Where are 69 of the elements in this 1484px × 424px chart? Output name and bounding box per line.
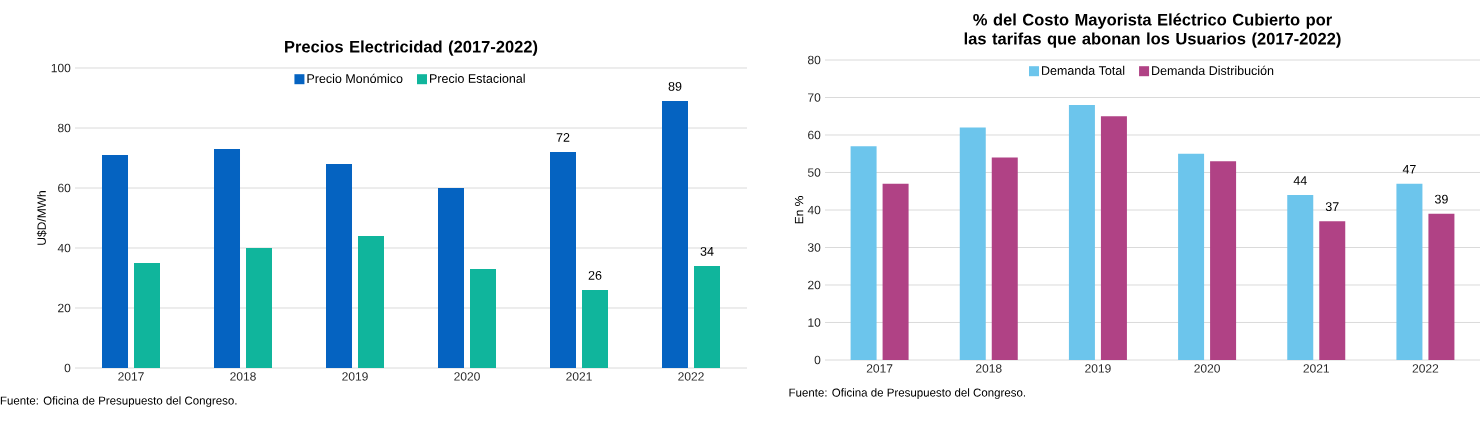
x-tick-label: 2018 bbox=[976, 364, 1002, 373]
x-tick-label: 2020 bbox=[1194, 364, 1220, 373]
data-label: 26 bbox=[588, 270, 602, 280]
y-tick-label: 60 bbox=[58, 183, 71, 193]
y-tick-label: 40 bbox=[57, 243, 71, 253]
y-tick-label: 60 bbox=[808, 130, 821, 140]
bar bbox=[102, 155, 129, 368]
bar bbox=[662, 101, 688, 368]
legend-label: Demanda Total bbox=[1042, 65, 1125, 75]
bar bbox=[214, 149, 240, 368]
bar bbox=[959, 127, 986, 360]
y-tick-label: 70 bbox=[808, 93, 821, 102]
y-tick-label: 80 bbox=[57, 123, 71, 133]
chart-title: Precios Electricidad (2017-2022) bbox=[285, 40, 538, 56]
legend-label: Precio Estacional bbox=[430, 73, 525, 83]
x-tick-label: 2021 bbox=[566, 372, 592, 381]
data-label: 39 bbox=[1434, 194, 1448, 204]
y-tick-label: 20 bbox=[808, 280, 821, 290]
bar bbox=[470, 269, 497, 368]
bar bbox=[134, 263, 160, 368]
y-tick-label: 50 bbox=[807, 168, 821, 177]
y-tick-label: 0 bbox=[814, 355, 821, 365]
bar bbox=[438, 188, 464, 368]
bar bbox=[1210, 161, 1237, 360]
source-note: Fuente: Oficina de Presupuesto del Congreso. bbox=[0, 396, 237, 407]
data-label: 37 bbox=[1325, 202, 1339, 212]
x-tick-label: 2018 bbox=[230, 372, 256, 381]
y-tick-label: 30 bbox=[807, 243, 821, 252]
bar bbox=[1319, 221, 1346, 360]
bar bbox=[550, 152, 576, 368]
source-note: Fuente: Oficina de Presupuesto del Congreso. bbox=[789, 388, 1026, 399]
bar bbox=[882, 183, 909, 360]
bar bbox=[246, 248, 272, 368]
legend-label: Precio Monómico bbox=[307, 73, 403, 84]
x-tick-label: 2017 bbox=[866, 364, 893, 373]
y-tick-label: 0 bbox=[64, 363, 71, 373]
x-tick-label: 2019 bbox=[342, 372, 368, 381]
y-tick-label: 10 bbox=[808, 318, 821, 327]
bar bbox=[1396, 183, 1423, 360]
x-tick-label: 2022 bbox=[678, 372, 704, 381]
bar bbox=[326, 164, 352, 368]
y-axis-title: En % bbox=[794, 196, 804, 224]
bar bbox=[1428, 213, 1455, 360]
y-axis-title: U$D/MWh bbox=[36, 191, 47, 245]
bar bbox=[1100, 116, 1127, 360]
bar bbox=[1178, 153, 1205, 360]
data-label: 44 bbox=[1293, 176, 1307, 185]
bar bbox=[694, 266, 720, 368]
x-tick-label: 2022 bbox=[1412, 364, 1439, 373]
data-label: 34 bbox=[700, 246, 714, 256]
y-tick-label: 80 bbox=[807, 55, 821, 65]
bar bbox=[850, 146, 877, 360]
bar bbox=[991, 157, 1018, 360]
bar bbox=[358, 236, 384, 368]
data-label: 47 bbox=[1402, 164, 1416, 174]
bar bbox=[582, 290, 609, 368]
y-tick-label: 40 bbox=[807, 205, 821, 215]
legend-label: Demanda Distribución bbox=[1152, 65, 1274, 76]
x-tick-label: 2019 bbox=[1085, 364, 1111, 373]
data-label: 89 bbox=[668, 81, 682, 91]
x-tick-label: 2017 bbox=[118, 372, 144, 381]
x-tick-label: 2021 bbox=[1303, 364, 1330, 373]
chart-title: % del Costo Mayorista Eléctrico Cubierto por las tarifas que abonan los Usuarios (2017-2022) bbox=[964, 13, 1341, 48]
bar bbox=[1068, 105, 1095, 360]
data-label: 72 bbox=[556, 133, 570, 142]
bar bbox=[1287, 195, 1314, 360]
x-tick-label: 2020 bbox=[454, 372, 480, 381]
y-tick-label: 100 bbox=[51, 63, 71, 73]
y-tick-label: 20 bbox=[58, 303, 71, 313]
